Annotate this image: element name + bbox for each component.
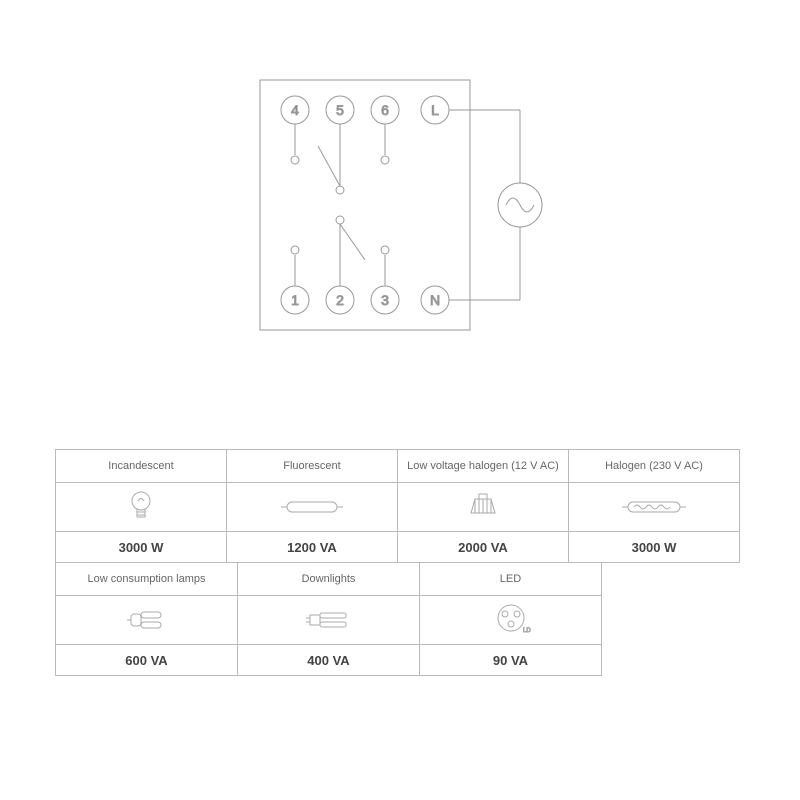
terminal-N: N (430, 292, 440, 308)
linear-halogen-icon (568, 482, 740, 532)
led-icon: LD (419, 595, 602, 645)
rating-value: 1200 VA (226, 531, 398, 563)
col-header: Halogen (230 V AC) (568, 449, 740, 483)
fluorescent-tube-icon (226, 482, 398, 532)
col-header: Downlights (237, 562, 420, 596)
mr16-lamp-icon (397, 482, 569, 532)
rating-value: 400 VA (237, 644, 420, 676)
cfl-lamp-icon (55, 595, 238, 645)
ratings-tables: Incandescent Fluorescent Low voltage hal… (56, 450, 746, 676)
terminal-5: 5 (336, 102, 344, 118)
rating-value: 2000 VA (397, 531, 569, 563)
bulb-icon (55, 482, 227, 532)
svg-text:LD: LD (523, 628, 531, 634)
rating-value: 90 VA (419, 644, 602, 676)
downlight-icon (237, 595, 420, 645)
terminal-L: L (431, 102, 439, 118)
terminal-2: 2 (336, 292, 344, 308)
terminal-3: 3 (381, 292, 389, 308)
col-header: Low consumption lamps (55, 562, 238, 596)
col-header: Incandescent (55, 449, 227, 483)
col-header: LED (419, 562, 602, 596)
terminal-1: 1 (291, 292, 299, 308)
rating-value: 3000 W (55, 531, 227, 563)
ratings-table-2: Low consumption lamps Downlights LED LD … (56, 563, 746, 676)
ratings-table-1: Incandescent Fluorescent Low voltage hal… (56, 450, 746, 563)
col-header: Low voltage halogen (12 V AC) (397, 449, 569, 483)
wiring-diagram: 4 5 6 L 1 2 3 N (0, 60, 800, 410)
rating-value: 600 VA (55, 644, 238, 676)
rating-value: 3000 W (568, 531, 740, 563)
ac-source-icon (449, 110, 542, 300)
col-header: Fluorescent (226, 449, 398, 483)
terminal-4: 4 (291, 102, 299, 118)
terminal-6: 6 (381, 102, 389, 118)
